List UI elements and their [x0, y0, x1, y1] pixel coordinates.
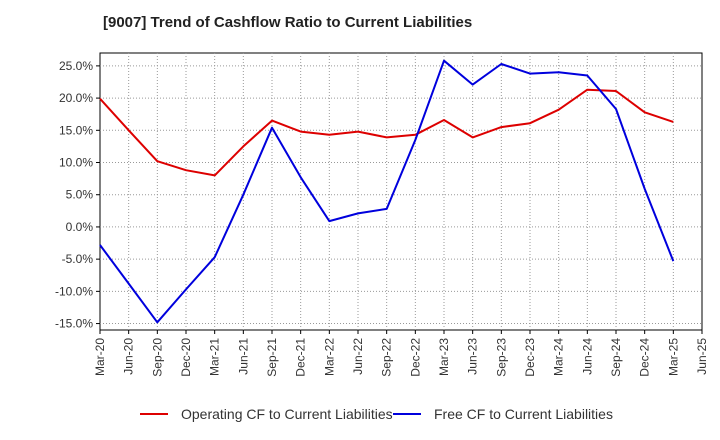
x-tick-label: Jun-24 — [580, 338, 594, 375]
series-line-operating-cf — [99, 88, 674, 177]
y-tick-label: 25.0% — [59, 59, 93, 73]
series-line-free-cf — [99, 59, 675, 324]
x-tick-label: Mar-22 — [322, 338, 336, 376]
x-tick-label: Dec-20 — [179, 338, 193, 377]
x-tick-label: Mar-21 — [208, 338, 222, 376]
x-tick-label: Mar-24 — [552, 338, 566, 376]
y-tick-label: 5.0% — [66, 188, 94, 202]
x-tick-label: Jun-21 — [236, 338, 250, 375]
x-tick-label: Sep-24 — [609, 338, 623, 377]
y-tick-label: -15.0% — [55, 317, 93, 331]
x-tick-label: Sep-20 — [150, 338, 164, 377]
x-tick-label: Jun-22 — [351, 338, 365, 375]
x-tick-label: Dec-21 — [294, 338, 308, 377]
y-tick-label: 0.0% — [66, 220, 94, 234]
x-tick-label: Sep-21 — [265, 338, 279, 377]
x-tick-label: Jun-23 — [466, 338, 480, 375]
plot-area — [99, 52, 703, 331]
x-tick-label: Sep-22 — [380, 338, 394, 377]
legend-label: Operating CF to Current Liabilities — [181, 406, 393, 422]
x-tick-label: Dec-22 — [408, 338, 422, 377]
x-tick-label: Mar-20 — [93, 338, 107, 376]
y-tick-label: -5.0% — [62, 252, 94, 266]
chart-title: [9007] Trend of Cashflow Ratio to Curren… — [103, 14, 473, 31]
x-tick-label: Mar-25 — [666, 338, 680, 376]
x-tick-label: Jun-20 — [122, 338, 136, 375]
y-tick-label: -10.0% — [55, 284, 93, 298]
legend-label: Free CF to Current Liabilities — [434, 406, 613, 422]
x-axis-ticks: Mar-20 Jun-20 Sep-20 Dec-20 Mar-21 Jun-21 Sep-… — [93, 330, 709, 377]
y-tick-label: 15.0% — [59, 123, 93, 137]
y-tick-label: 20.0% — [59, 91, 93, 105]
x-tick-label: Sep-23 — [494, 338, 508, 377]
y-axis-ticks: 25.0% 20.0% 15.0% 10.0% 5.0% 0.0% -5.0% -10.0% -… — [55, 59, 100, 331]
x-tick-label: Dec-24 — [638, 338, 652, 377]
y-tick-label: 10.0% — [59, 156, 93, 170]
legend: Operating CF to Current Liabilities Free … — [140, 406, 613, 422]
x-tick-label: Jun-25 — [695, 338, 709, 375]
x-tick-label: Dec-23 — [523, 338, 537, 377]
series-lines — [99, 59, 675, 324]
x-tick-label: Mar-23 — [437, 338, 451, 376]
